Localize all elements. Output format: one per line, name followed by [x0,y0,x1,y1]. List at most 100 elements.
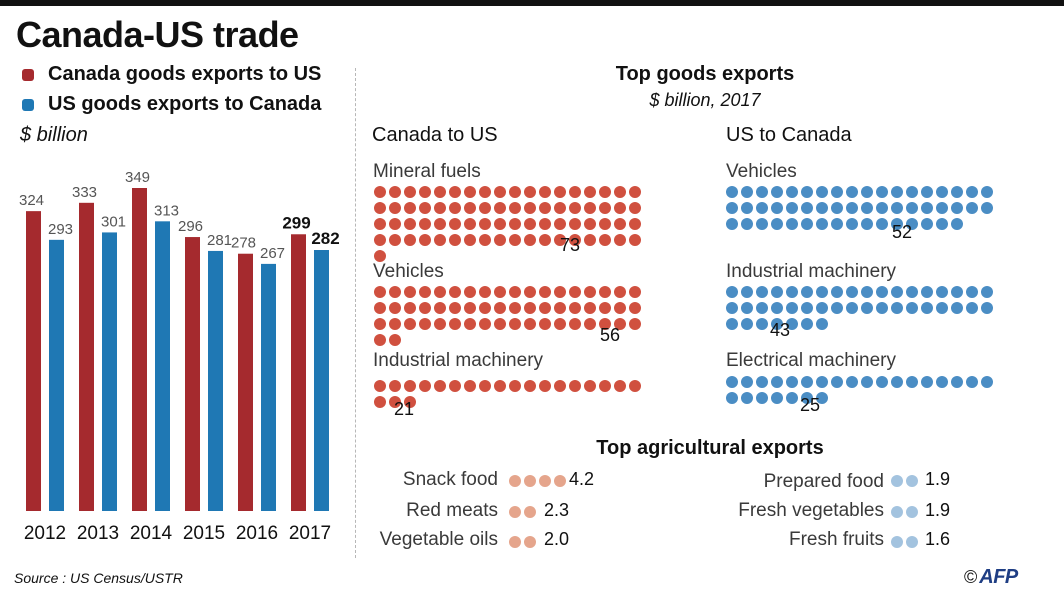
value-dot [554,302,566,314]
value-dot [599,302,611,314]
value-dot [554,234,566,246]
legend-canada: Canada goods exports to US [22,63,321,86]
value-dot [726,218,738,230]
value-dot [906,302,918,314]
value-dot [569,202,581,214]
value-dot [419,234,431,246]
value-dot [816,376,828,388]
value-dot [389,286,401,298]
value-dot [509,234,521,246]
value-dot [614,202,626,214]
value-dot [906,202,918,214]
value-dot [771,302,783,314]
value-dot [921,202,933,214]
value-dot [509,286,521,298]
value-dot [494,186,506,198]
value-dot [966,302,978,314]
value-dot [599,286,611,298]
ag-value-dot [891,536,903,548]
value-dot [494,234,506,246]
value-dot [876,218,888,230]
ag-value-dot [891,475,903,487]
value-dot [801,218,813,230]
value-dot [861,218,873,230]
unit-label: $ billion [20,124,88,146]
ag-canada-label: Vegetable oils [379,529,498,550]
bar-value-us: 293 [48,221,73,238]
value-dot [936,302,948,314]
value-dot [614,302,626,314]
legend-canada-swatch [22,68,34,81]
value-dot [404,186,416,198]
value-dot [831,302,843,314]
value-dot [389,186,401,198]
value-dot [846,202,858,214]
value-dot [801,202,813,214]
bar-value-canada: 324 [19,192,44,209]
value-dot [374,286,386,298]
value-dot [434,380,446,392]
value-dot [906,186,918,198]
value-dot [629,286,641,298]
value-dot [936,376,948,388]
value-dot [876,202,888,214]
value-dot [741,376,753,388]
value-dot [741,202,753,214]
value-dot [786,218,798,230]
value-dot [876,286,888,298]
value-dot [494,202,506,214]
value-dot [921,376,933,388]
value-dot [554,218,566,230]
value-dot [966,286,978,298]
value-dot [816,202,828,214]
bar-canada [185,237,200,511]
value-dot [374,302,386,314]
value-dot [434,286,446,298]
value-dot [801,318,813,330]
value-dot [599,186,611,198]
canada-item-label: Industrial machinery [373,350,544,371]
copyright-symbol: © [964,567,978,587]
value-dot [509,186,521,198]
ag-canada-label: Red meats [406,500,498,521]
value-dot [756,392,768,404]
value-dot [449,286,461,298]
value-dot [936,286,948,298]
value-dot [554,318,566,330]
value-dot [801,186,813,198]
value-dot [434,186,446,198]
value-dot [629,218,641,230]
value-dot [539,286,551,298]
ag-us-label: Fresh vegetables [738,500,884,521]
bar-value-us: 313 [154,202,179,219]
value-dot [906,218,918,230]
value-dot [861,286,873,298]
value-dot [374,318,386,330]
x-tick-label: 2016 [236,523,278,544]
value-dot [726,186,738,198]
ag-canada-value: 2.3 [544,500,570,520]
value-dot [614,318,626,330]
ag-value-dot [509,536,521,548]
value-dot [771,376,783,388]
value-dot [494,286,506,298]
value-dot [419,218,431,230]
value-dot [479,318,491,330]
bar-canada [238,253,253,511]
canada-item-value: 73 [560,235,581,255]
ag-value-dot [554,475,566,487]
value-dot [831,376,843,388]
ag-canada-label: Snack food [402,469,498,490]
value-dot [771,286,783,298]
section-divider [355,68,356,558]
ag-dot-group [891,536,921,548]
dot-group [726,376,996,404]
canada-to-us-heading: Canada to US [372,124,498,146]
value-dot [951,286,963,298]
value-dot [846,376,858,388]
value-dot [554,186,566,198]
value-dot [389,318,401,330]
value-dot [629,234,641,246]
value-dot [599,380,611,392]
x-tick-label: 2015 [183,523,225,544]
